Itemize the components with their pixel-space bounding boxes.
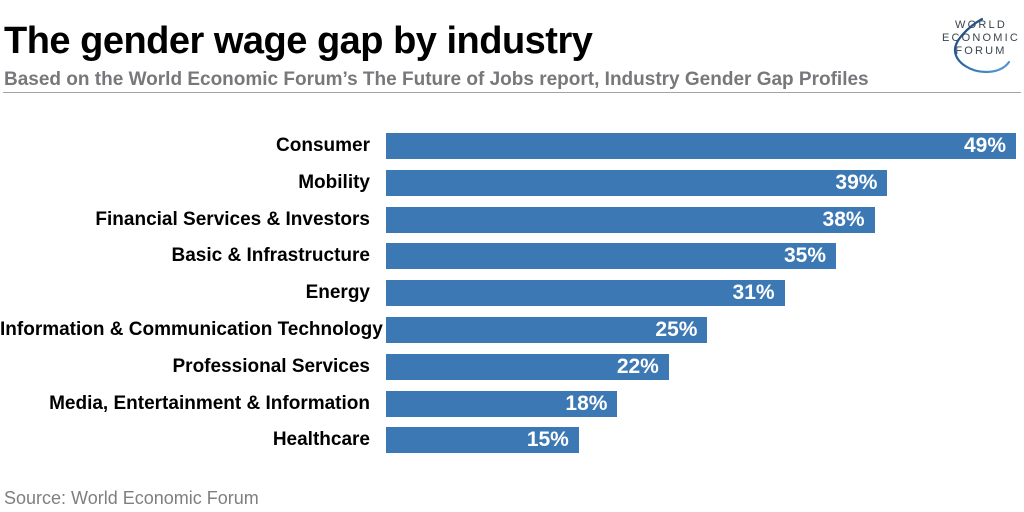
logo-line-economic: ECONOMIC: [942, 32, 1020, 44]
bar-row: Media, Entertainment & Information 18%: [0, 390, 1024, 417]
bar: 15%: [386, 427, 579, 454]
value-label: 39%: [835, 170, 878, 194]
value-label: 49%: [963, 134, 1006, 157]
bar-row: Financial Services & Investors 38%: [0, 206, 1024, 233]
category-label: Mobility: [298, 171, 370, 193]
chart-subtitle: Based on the World Economic Forum’s The …: [4, 69, 869, 90]
value-label: 25%: [655, 317, 698, 341]
bar-row: Healthcare 15%: [0, 427, 1024, 454]
value-label: 31%: [732, 281, 775, 305]
bar-row: Mobility 39%: [0, 169, 1024, 196]
value-label: 15%: [526, 428, 569, 452]
bar: 22%: [386, 353, 669, 380]
category-label: Energy: [305, 282, 370, 304]
source-note: Source: World Economic Forum: [4, 488, 259, 508]
logo-swoosh-arc: [953, 17, 1011, 74]
bar-row: Consumer 49%: [0, 133, 1024, 159]
category-label: Healthcare: [272, 429, 370, 451]
bar-row: Professional Services 22%: [0, 353, 1024, 380]
logo-line-forum: FORUM: [955, 45, 1006, 57]
bar: 31%: [386, 280, 785, 307]
category-label: Media, Entertainment & Information: [49, 392, 370, 414]
bar-chart: Consumer 49% Mobility 39% Financial Services…: [0, 133, 1024, 464]
bar: 39%: [386, 169, 888, 196]
chart-rows: Consumer 49% Mobility 39% Financial Services…: [0, 133, 1024, 454]
value-label: 22%: [616, 354, 659, 378]
bar-row: Energy 31%: [0, 280, 1024, 307]
header-divider: [3, 92, 1021, 93]
category-label: Information & Communication Technology: [0, 318, 383, 340]
bar: 49%: [386, 133, 1016, 159]
bar: 25%: [386, 316, 708, 343]
bar-row: Basic & Infrastructure 35%: [0, 243, 1024, 270]
value-label: 35%: [783, 244, 826, 268]
category-label: Financial Services & Investors: [95, 208, 370, 230]
bar-row: Information & Communication Technology 25…: [0, 316, 1024, 343]
category-label: Professional Services: [172, 355, 371, 377]
category-label: Basic & Infrastructure: [171, 245, 370, 267]
world-economic-forum-logo: WORLD ECONOMIC FORUM: [942, 17, 1020, 74]
logo-line-world: WORLD: [955, 19, 1007, 31]
bar: 35%: [386, 243, 836, 270]
value-label: 18%: [565, 391, 608, 415]
value-label: 38%: [822, 207, 865, 231]
page-title: The gender wage gap by industry: [4, 20, 593, 62]
bar: 18%: [386, 390, 618, 417]
bar: 38%: [386, 206, 875, 233]
category-label: Consumer: [276, 135, 370, 156]
